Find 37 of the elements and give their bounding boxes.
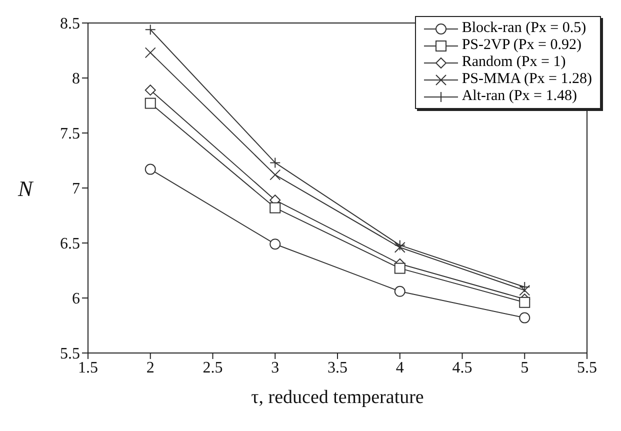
x-tick-label: 2.5 bbox=[202, 359, 223, 376]
legend-label: PS-2VP (Px = 0.92) bbox=[462, 37, 582, 54]
legend-label: Block-ran (Px = 0.5) bbox=[462, 20, 586, 37]
y-tick-label: 8 bbox=[72, 70, 80, 88]
point bbox=[270, 202, 281, 214]
point bbox=[270, 157, 281, 168]
y-tick-label: 5.5 bbox=[60, 346, 80, 363]
x-axis-title: τ, reduced temperature bbox=[251, 387, 424, 408]
y-tick-label: 8.5 bbox=[60, 16, 80, 33]
legend-label: Random (Px = 1) bbox=[462, 54, 566, 71]
x-tick-label: 4.5 bbox=[452, 359, 472, 376]
x-tick-label: 5 bbox=[520, 359, 529, 376]
point bbox=[394, 262, 406, 274]
y-tick-label: 6 bbox=[72, 290, 80, 308]
x-tick-label: 2 bbox=[146, 359, 154, 376]
x-tick-label: 5.5 bbox=[577, 359, 597, 376]
legend-label: PS-MMA (Px = 1.28) bbox=[462, 71, 592, 88]
point bbox=[144, 24, 156, 36]
point bbox=[144, 98, 156, 109]
point bbox=[144, 84, 156, 96]
y-tick-label: 6.5 bbox=[60, 236, 80, 253]
point bbox=[519, 312, 530, 324]
y-axis-title: N bbox=[17, 176, 34, 201]
point bbox=[519, 284, 530, 296]
x-tick-label: 4 bbox=[396, 359, 404, 376]
point bbox=[144, 47, 156, 58]
legend-label: Alt-ran (Px = 1.48) bbox=[462, 88, 577, 105]
y-tick-label: 7.5 bbox=[60, 126, 80, 143]
x-tick-label: 3.5 bbox=[328, 359, 348, 376]
y-tick-label: 7 bbox=[72, 180, 80, 198]
point bbox=[519, 296, 530, 308]
point bbox=[394, 286, 406, 297]
point bbox=[270, 169, 281, 180]
x-tick-label: 3 bbox=[271, 359, 280, 376]
point bbox=[270, 238, 281, 250]
point bbox=[144, 164, 156, 175]
x-tick-label: 1.5 bbox=[78, 359, 98, 376]
